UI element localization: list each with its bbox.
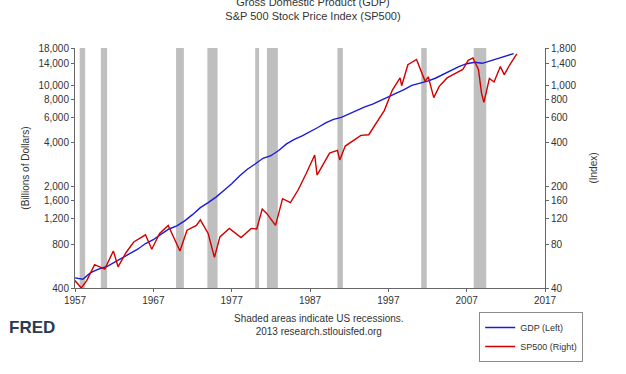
svg-text:400: 400 [52,283,69,294]
svg-text:2017: 2017 [534,295,557,306]
svg-text:80: 80 [551,239,563,250]
svg-text:800: 800 [551,94,568,105]
svg-text:1957: 1957 [64,295,87,306]
svg-text:18,000: 18,000 [38,43,69,54]
svg-text:8,000: 8,000 [44,94,69,105]
svg-text:400: 400 [551,137,568,148]
svg-text:160: 160 [551,195,568,206]
svg-text:1,800: 1,800 [551,43,576,54]
svg-text:GDP (Left): GDP (Left) [520,323,563,333]
svg-text:2,000: 2,000 [44,181,69,192]
svg-text:SP500 (Right): SP500 (Right) [520,342,577,352]
svg-text:1,600: 1,600 [44,195,69,206]
svg-text:600: 600 [551,112,568,123]
svg-text:(Billions of Dollars): (Billions of Dollars) [20,126,31,209]
svg-text:40: 40 [551,283,563,294]
svg-text:1997: 1997 [377,295,400,306]
svg-text:1,400: 1,400 [551,58,576,69]
svg-text:Gross Domestic Product (GDP)S&: Gross Domestic Product (GDP)S&P 500 Stoc… [225,0,400,22]
svg-text:6,000: 6,000 [44,112,69,123]
svg-text:1977: 1977 [221,295,244,306]
svg-text:FRED: FRED [9,318,55,337]
svg-text:Shaded areas indicate US reces: Shaded areas indicate US recessions.2013… [234,313,404,337]
svg-text:2007: 2007 [456,295,479,306]
svg-text:1,200: 1,200 [44,213,69,224]
svg-text:(Index): (Index) [588,152,599,183]
svg-text:200: 200 [551,181,568,192]
svg-text:14,000: 14,000 [38,58,69,69]
svg-text:4,000: 4,000 [44,137,69,148]
svg-text:120: 120 [551,213,568,224]
svg-text:1967: 1967 [142,295,165,306]
svg-text:10,000: 10,000 [38,80,69,91]
svg-text:800: 800 [52,239,69,250]
svg-text:1987: 1987 [299,295,322,306]
svg-text:1,000: 1,000 [551,80,576,91]
